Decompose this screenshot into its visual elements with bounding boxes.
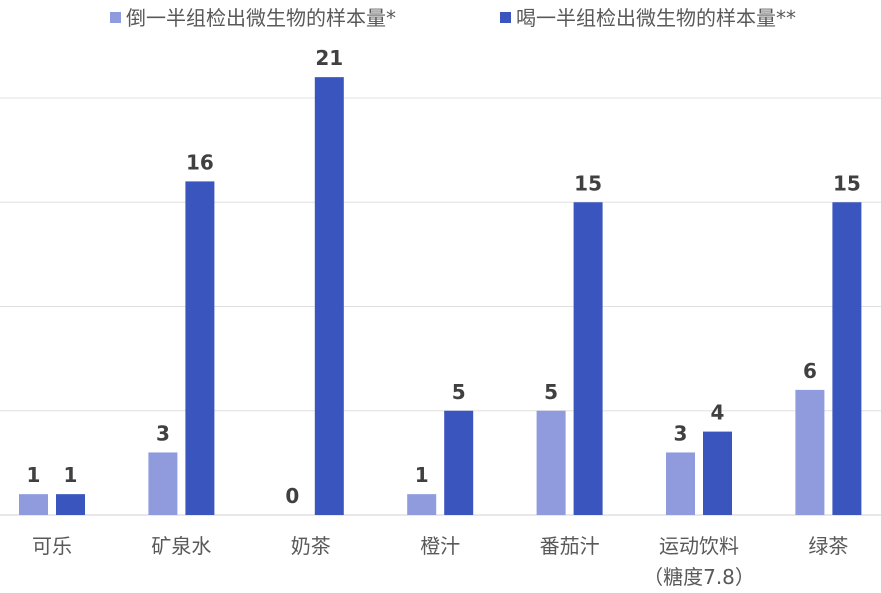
data-label: 6 <box>803 359 817 383</box>
data-label: 3 <box>674 421 688 445</box>
category-label: 可乐 <box>32 534 72 558</box>
legend-swatch <box>500 12 511 23</box>
category-label: （糖度7.8） <box>643 565 755 589</box>
bar <box>148 452 178 515</box>
bar <box>314 77 344 516</box>
bar <box>56 494 85 515</box>
bars <box>19 77 862 516</box>
gridlines <box>0 97 881 516</box>
category-label: 运动饮料 <box>659 534 739 558</box>
category-label: 矿泉水 <box>151 534 211 558</box>
bar <box>573 202 603 515</box>
data-label: 3 <box>156 421 170 445</box>
data-label: 1 <box>415 463 429 487</box>
data-label: 5 <box>452 380 466 404</box>
bar <box>536 410 566 515</box>
data-label: 21 <box>315 46 343 70</box>
category-label: 橙汁 <box>420 534 460 558</box>
legend-label: 倒一半组检出微生物的样本量* <box>126 6 396 30</box>
data-label: 15 <box>574 171 602 195</box>
bar <box>703 431 732 515</box>
legend-label: 喝一半组检出微生物的样本量** <box>516 6 796 30</box>
bar <box>19 494 48 515</box>
bar <box>407 494 437 515</box>
legend: 倒一半组检出微生物的样本量* 喝一半组检出微生物的样本量** <box>110 6 796 30</box>
data-label: 5 <box>544 380 558 404</box>
data-label: 15 <box>833 171 861 195</box>
bar <box>666 452 695 515</box>
bar <box>444 410 474 515</box>
bar <box>795 389 825 515</box>
bar <box>832 202 862 515</box>
bar <box>185 181 215 515</box>
category-label: 番茄汁 <box>540 534 600 558</box>
category-label: 奶茶 <box>291 534 331 558</box>
category-labels: 可乐 矿泉水 奶茶 橙汁 番茄汁 运动饮料 （糖度7.8） 绿茶 <box>32 534 848 589</box>
data-label: 16 <box>186 150 214 174</box>
data-label: 4 <box>711 401 725 425</box>
data-label: 0 <box>285 484 299 508</box>
data-label: 1 <box>64 463 78 487</box>
category-label: 绿茶 <box>808 534 848 558</box>
data-label: 1 <box>27 463 41 487</box>
legend-swatch <box>110 12 121 23</box>
